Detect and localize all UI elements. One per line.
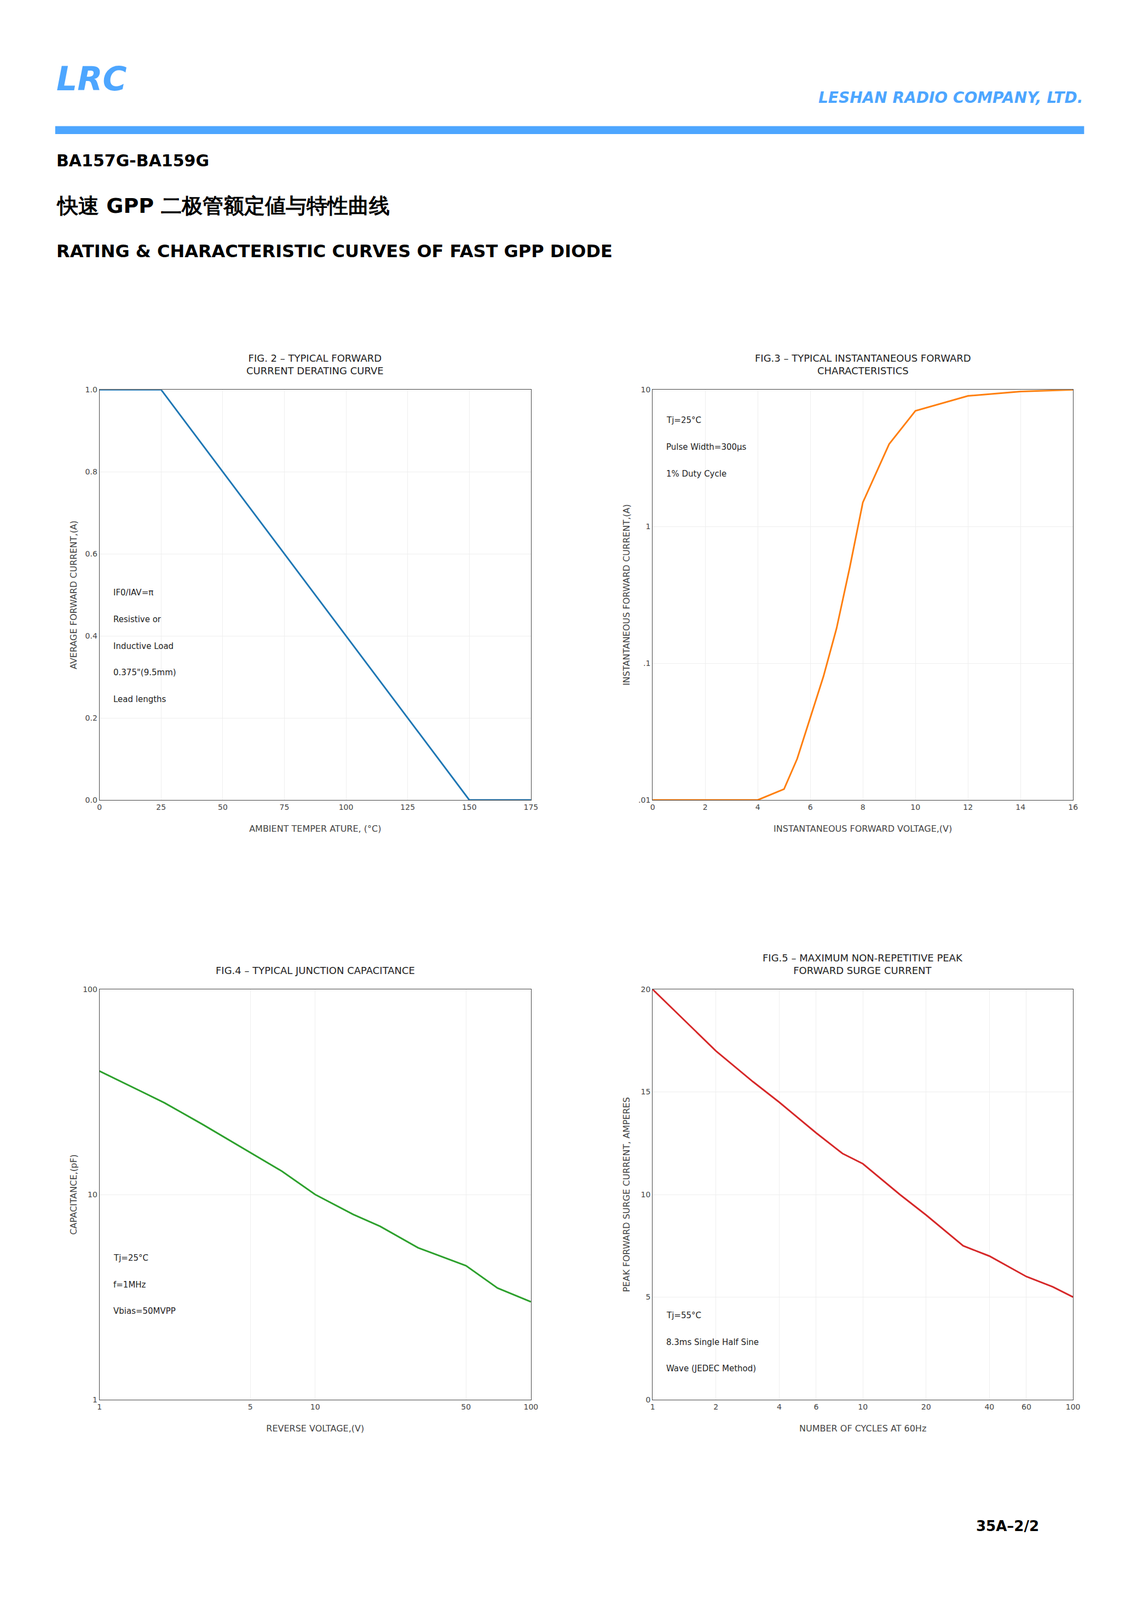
svg-text:Wave (JEDEC Method): Wave (JEDEC Method) [666,1364,757,1375]
svg-text:10: 10 [641,1190,651,1200]
svg-text:4: 4 [755,803,761,812]
svg-text:20: 20 [641,985,651,995]
svg-text:f=1MHz: f=1MHz [113,1280,147,1291]
svg-text:Inductive Load: Inductive Load [113,641,174,652]
svg-text:15: 15 [641,1087,651,1097]
svg-text:12: 12 [962,803,973,812]
svg-text:FIG.4 – TYPICAL JUNCTION CAPAC: FIG.4 – TYPICAL JUNCTION CAPACITANCE [215,965,415,977]
svg-text:.1: .1 [643,659,651,668]
svg-text:8.3ms Single Half Sine: 8.3ms Single Half Sine [666,1337,759,1348]
svg-text:1% Duty Cycle: 1% Duty Cycle [666,469,727,480]
svg-text:.01: .01 [638,795,651,805]
svg-text:Pulse Width=300μs: Pulse Width=300μs [666,442,747,453]
svg-text:6: 6 [808,803,813,812]
svg-text:NUMBER OF CYCLES AT 60Hz: NUMBER OF CYCLES AT 60Hz [799,1423,927,1435]
svg-text:快速 GPP 二极管额定値与特性曲线: 快速 GPP 二极管额定値与特性曲线 [56,193,390,218]
svg-text:16: 16 [1068,803,1078,812]
svg-text:REVERSE VOLTAGE,(V): REVERSE VOLTAGE,(V) [266,1423,365,1435]
svg-text:RATING & CHARACTERISTIC CURVES: RATING & CHARACTERISTIC CURVES OF FAST G… [56,240,613,262]
svg-text:0: 0 [96,803,102,812]
svg-text:10: 10 [910,803,921,812]
svg-text:8: 8 [860,803,866,812]
svg-text:175: 175 [523,803,539,812]
svg-text:20: 20 [921,1403,932,1412]
svg-text:0.0: 0.0 [85,795,98,805]
svg-text:1: 1 [650,1403,656,1412]
svg-text:25: 25 [156,803,166,812]
svg-text:1: 1 [96,1403,102,1412]
svg-text:35A–2/2: 35A–2/2 [976,1518,1040,1536]
svg-text:1.0: 1.0 [85,385,98,395]
svg-text:75: 75 [279,803,290,812]
svg-text:Tj=25°C: Tj=25°C [666,415,702,426]
svg-text:0.375"(9.5mm): 0.375"(9.5mm) [113,667,177,678]
svg-text:0.6: 0.6 [85,549,98,559]
svg-text:100: 100 [82,985,98,995]
svg-text:Vbias=50MVPP: Vbias=50MVPP [113,1306,176,1317]
svg-text:INSTANTANEOUS FORWARD CURRENT,: INSTANTANEOUS FORWARD CURRENT,(A) [621,504,632,686]
svg-text:Resistive or: Resistive or [113,614,162,625]
svg-text:60: 60 [1021,1403,1032,1412]
svg-text:FIG. 2 – TYPICAL FORWARDCURREN: FIG. 2 – TYPICAL FORWARDCURRENT DERATING… [246,352,384,377]
svg-text:10: 10 [641,385,651,395]
svg-text:10: 10 [310,1403,321,1412]
svg-text:0: 0 [650,803,656,812]
svg-text:0: 0 [645,1395,651,1405]
svg-text:150: 150 [462,803,477,812]
svg-text:BA157G-BA159G: BA157G-BA159G [56,151,210,171]
svg-text:0.8: 0.8 [85,467,98,477]
svg-text:0.4: 0.4 [85,631,98,641]
svg-text:5: 5 [247,1403,253,1412]
svg-text:PEAK FORWARD SURGE CURRENT, AM: PEAK FORWARD SURGE CURRENT, AMPERES [621,1097,632,1294]
svg-text:FIG.5 – MAXIMUM NON-REPETITIVE: FIG.5 – MAXIMUM NON-REPETITIVE PEAKFORWA… [762,952,963,977]
svg-text:FIG.3 – TYPICAL INSTANTANEOUS: FIG.3 – TYPICAL INSTANTANEOUS FORWARDCHA… [754,352,972,377]
svg-text:CAPACITANCE,(pF): CAPACITANCE,(pF) [68,1155,79,1236]
svg-text:2: 2 [713,1403,719,1412]
svg-text:INSTANTANEOUS FORWARD VOLTAGE,: INSTANTANEOUS FORWARD VOLTAGE,(V) [773,823,952,835]
svg-text:4: 4 [776,1403,782,1412]
svg-text:Lead lengths: Lead lengths [113,694,167,705]
svg-text:IF0/IAV=π: IF0/IAV=π [113,587,154,598]
svg-text:100: 100 [523,1403,539,1412]
svg-text:10: 10 [857,1403,868,1412]
svg-text:14: 14 [1015,803,1026,812]
svg-text:1: 1 [92,1395,98,1405]
svg-text:2: 2 [702,803,708,812]
svg-text:50: 50 [217,803,228,812]
svg-text:Tj=55°C: Tj=55°C [666,1311,702,1321]
svg-text:1: 1 [645,522,651,532]
svg-text:Tj=25°C: Tj=25°C [113,1253,149,1264]
svg-text:10: 10 [87,1190,98,1200]
svg-text:100: 100 [338,803,354,812]
svg-text:AVERAGE FORWARD CURRENT,(A): AVERAGE FORWARD CURRENT,(A) [68,520,79,670]
svg-text:125: 125 [400,803,415,812]
svg-text:6: 6 [814,1403,819,1412]
svg-text:AMBIENT TEMPER ATURE, (°C): AMBIENT TEMPER ATURE, (°C) [249,823,382,835]
svg-text:50: 50 [460,1403,471,1412]
svg-text:LRC: LRC [56,59,127,98]
svg-text:5: 5 [645,1293,651,1302]
svg-text:LESHAN RADIO COMPANY, LTD.: LESHAN RADIO COMPANY, LTD. [818,88,1083,107]
svg-text:100: 100 [1065,1403,1081,1412]
svg-text:40: 40 [984,1403,995,1412]
svg-text:0.2: 0.2 [85,713,98,723]
